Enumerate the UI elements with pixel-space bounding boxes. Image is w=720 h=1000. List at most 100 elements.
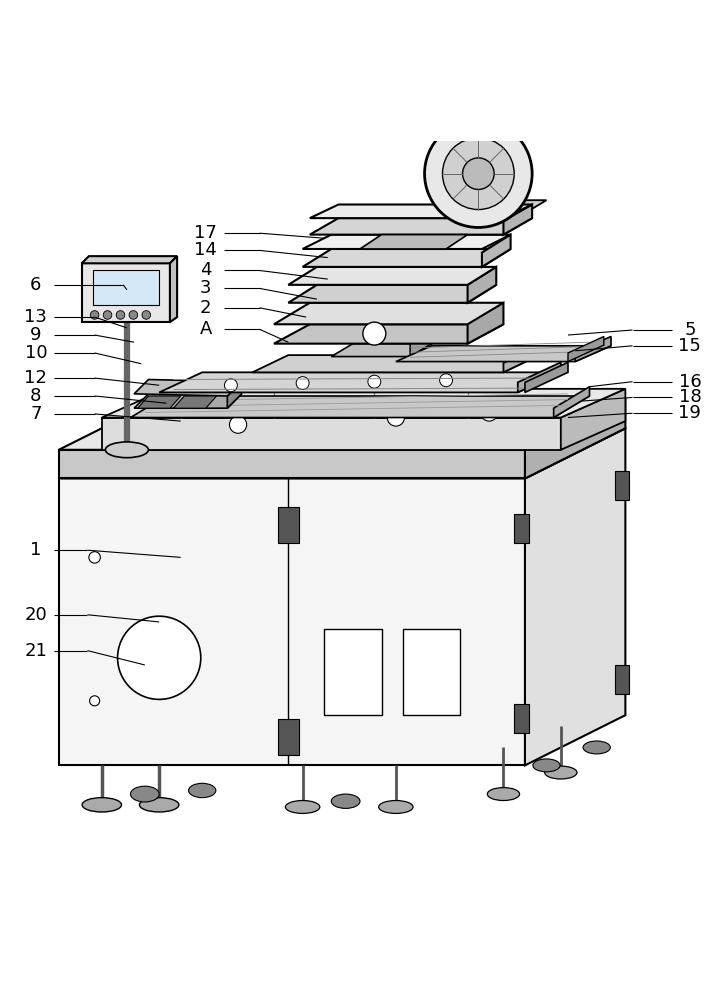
Circle shape [103, 311, 112, 319]
Text: 9: 9 [30, 326, 42, 344]
Text: 17: 17 [194, 224, 217, 242]
Bar [93, 270, 159, 305]
Polygon shape [561, 389, 626, 450]
Polygon shape [575, 336, 611, 362]
Circle shape [89, 552, 100, 563]
Circle shape [142, 311, 150, 319]
Text: 7: 7 [30, 405, 42, 423]
Text: 15: 15 [678, 337, 701, 355]
Bar [277, 507, 299, 543]
Polygon shape [138, 396, 181, 408]
Text: 12: 12 [24, 369, 48, 387]
Polygon shape [288, 285, 496, 303]
Polygon shape [410, 317, 432, 357]
Polygon shape [568, 336, 604, 362]
Polygon shape [331, 344, 432, 357]
Circle shape [425, 120, 532, 227]
Bar [403, 629, 460, 715]
Polygon shape [525, 428, 626, 765]
Polygon shape [518, 362, 561, 392]
Circle shape [480, 404, 498, 421]
Polygon shape [102, 389, 626, 418]
Polygon shape [134, 380, 242, 396]
Text: 1: 1 [30, 541, 42, 559]
Circle shape [462, 158, 494, 189]
Circle shape [116, 311, 125, 319]
Text: 14: 14 [194, 241, 217, 259]
Polygon shape [253, 355, 539, 372]
Circle shape [363, 322, 386, 345]
Polygon shape [130, 396, 590, 418]
Polygon shape [525, 400, 626, 478]
Ellipse shape [189, 783, 216, 798]
Polygon shape [482, 235, 510, 267]
Polygon shape [134, 394, 242, 408]
Polygon shape [396, 346, 611, 362]
Text: 19: 19 [678, 404, 701, 422]
Polygon shape [302, 249, 510, 267]
Ellipse shape [130, 786, 159, 802]
Circle shape [129, 311, 138, 319]
Polygon shape [59, 400, 626, 450]
Circle shape [117, 616, 201, 699]
Ellipse shape [583, 741, 611, 754]
Polygon shape [554, 387, 590, 418]
Text: 5: 5 [684, 321, 696, 339]
Ellipse shape [487, 788, 520, 801]
Bar [514, 514, 528, 543]
Polygon shape [503, 205, 532, 235]
Text: 21: 21 [24, 642, 48, 660]
Circle shape [90, 311, 99, 319]
Circle shape [230, 416, 247, 433]
Ellipse shape [82, 798, 122, 812]
Circle shape [89, 696, 99, 706]
Polygon shape [170, 256, 177, 322]
Circle shape [440, 374, 453, 387]
Polygon shape [302, 235, 510, 249]
Bar [277, 719, 299, 755]
Circle shape [443, 138, 514, 210]
Text: 4: 4 [200, 261, 212, 279]
Text: 10: 10 [24, 344, 47, 362]
Polygon shape [174, 396, 217, 408]
Polygon shape [467, 267, 496, 303]
Text: 20: 20 [24, 606, 48, 624]
Bar [615, 665, 629, 694]
Ellipse shape [379, 801, 413, 813]
Polygon shape [274, 303, 503, 324]
Ellipse shape [105, 442, 148, 458]
Polygon shape [432, 200, 546, 213]
Text: 3: 3 [200, 279, 212, 297]
Ellipse shape [545, 766, 577, 779]
Polygon shape [59, 428, 626, 478]
Polygon shape [310, 218, 532, 235]
Polygon shape [467, 303, 503, 344]
Polygon shape [102, 418, 561, 450]
Polygon shape [81, 263, 170, 322]
Polygon shape [81, 256, 177, 263]
Circle shape [387, 409, 405, 426]
Polygon shape [360, 235, 467, 249]
Bar [324, 629, 382, 715]
Text: 2: 2 [200, 299, 212, 317]
Polygon shape [288, 267, 496, 285]
Bar [514, 704, 528, 733]
Circle shape [225, 379, 238, 392]
Circle shape [368, 375, 381, 388]
Text: 8: 8 [30, 387, 42, 405]
Text: 6: 6 [30, 276, 42, 294]
Polygon shape [59, 450, 525, 478]
Polygon shape [274, 324, 503, 344]
Text: A: A [199, 320, 212, 338]
Ellipse shape [533, 759, 560, 772]
Text: 18: 18 [678, 388, 701, 406]
Circle shape [296, 377, 309, 390]
Polygon shape [525, 362, 568, 392]
Text: 16: 16 [678, 373, 701, 391]
Polygon shape [59, 478, 525, 765]
Polygon shape [503, 346, 539, 372]
Bar [615, 471, 629, 500]
Text: 13: 13 [24, 308, 48, 326]
Ellipse shape [140, 798, 179, 812]
Polygon shape [228, 382, 242, 408]
